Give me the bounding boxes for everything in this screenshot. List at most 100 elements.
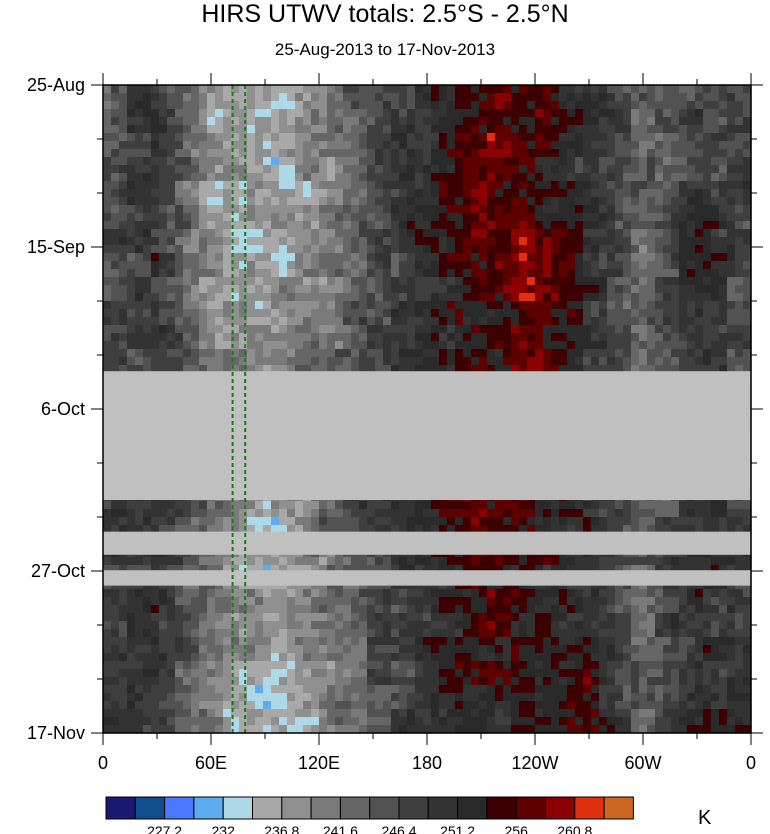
heatmap-cell <box>167 173 176 182</box>
heatmap-cell <box>263 517 272 526</box>
heatmap-cell <box>119 325 128 334</box>
heatmap-cell <box>527 365 536 374</box>
heatmap-cell <box>175 365 184 374</box>
heatmap-cell <box>663 189 672 198</box>
heatmap-cell <box>391 509 400 518</box>
heatmap-cell <box>519 501 528 510</box>
heatmap-cell <box>735 205 744 214</box>
heatmap-cell <box>391 245 400 254</box>
heatmap-cell <box>167 557 176 566</box>
heatmap-cell <box>263 349 272 358</box>
heatmap-cell <box>167 109 176 118</box>
heatmap-cell <box>543 149 552 158</box>
heatmap-cell <box>399 165 408 174</box>
heatmap-cell <box>295 317 304 326</box>
heatmap-cell <box>519 317 528 326</box>
heatmap-cell <box>271 157 280 166</box>
heatmap-cell <box>711 565 720 574</box>
heatmap-cell <box>735 501 744 510</box>
heatmap-cell <box>599 245 608 254</box>
heatmap-cell <box>199 253 208 262</box>
heatmap-cell <box>207 189 216 198</box>
heatmap-cell <box>439 253 448 262</box>
heatmap-cell <box>471 277 480 286</box>
heatmap-cell <box>743 101 752 110</box>
heatmap-cell <box>511 245 520 254</box>
heatmap-cell <box>511 197 520 206</box>
heatmap-cell <box>351 357 360 366</box>
heatmap-cell <box>671 285 680 294</box>
heatmap-cell <box>535 85 544 94</box>
heatmap-cell <box>407 557 416 566</box>
heatmap-cell <box>263 237 272 246</box>
heatmap-cell <box>159 309 168 318</box>
heatmap-cell <box>559 213 568 222</box>
heatmap-cell <box>159 173 168 182</box>
heatmap-cell <box>207 117 216 126</box>
heatmap-cell <box>415 317 424 326</box>
heatmap-cell <box>511 317 520 326</box>
heatmap-cell <box>191 333 200 342</box>
heatmap-cell <box>479 557 488 566</box>
heatmap-cell <box>359 253 368 262</box>
heatmap-cell <box>135 165 144 174</box>
heatmap-cell <box>551 85 560 94</box>
heatmap-cell <box>175 189 184 198</box>
chart-subtitle: 25-Aug-2013 to 17-Nov-2013 <box>274 40 496 59</box>
heatmap-cell <box>631 517 640 526</box>
heatmap-cell <box>591 229 600 238</box>
heatmap-cell <box>127 101 136 110</box>
heatmap-cell <box>255 165 264 174</box>
heatmap-cell <box>743 565 752 574</box>
heatmap-cell <box>607 85 616 94</box>
heatmap-cell <box>607 517 616 526</box>
heatmap-cell <box>399 221 408 230</box>
heatmap-cell <box>583 557 592 566</box>
heatmap-cell <box>151 341 160 350</box>
heatmap-cell <box>583 277 592 286</box>
heatmap-cell <box>551 205 560 214</box>
heatmap-cell <box>503 525 512 534</box>
heatmap-cell <box>239 277 248 286</box>
heatmap-cell <box>391 141 400 150</box>
heatmap-cell <box>511 509 520 518</box>
heatmap-cell <box>607 261 616 270</box>
heatmap-cell <box>583 293 592 302</box>
heatmap-cell <box>599 189 608 198</box>
heatmap-cell <box>311 317 320 326</box>
heatmap-cell <box>343 165 352 174</box>
heatmap-cell <box>551 341 560 350</box>
heatmap-cell <box>135 173 144 182</box>
heatmap-cell <box>407 509 416 518</box>
heatmap-cell <box>231 125 240 134</box>
heatmap-cell <box>263 277 272 286</box>
heatmap-cell <box>735 277 744 286</box>
heatmap-cell <box>199 189 208 198</box>
heatmap-cell <box>631 213 640 222</box>
heatmap-cell <box>631 85 640 94</box>
heatmap-cell <box>703 213 712 222</box>
heatmap-cell <box>311 189 320 198</box>
heatmap-cell <box>119 109 128 118</box>
heatmap-cell <box>535 125 544 134</box>
heatmap-cell <box>191 517 200 526</box>
heatmap-cell <box>255 525 264 534</box>
heatmap-cell <box>567 501 576 510</box>
heatmap-cell <box>431 117 440 126</box>
heatmap-cell <box>263 309 272 318</box>
heatmap-cell <box>519 149 528 158</box>
heatmap-cell <box>111 357 120 366</box>
heatmap-cell <box>279 525 288 534</box>
heatmap-cell <box>191 261 200 270</box>
heatmap-cell <box>303 309 312 318</box>
heatmap-cell <box>351 117 360 126</box>
heatmap-cell <box>111 149 120 158</box>
heatmap-cell <box>143 117 152 126</box>
heatmap-cell <box>103 85 112 94</box>
heatmap-cell <box>567 93 576 102</box>
heatmap-cell <box>519 277 528 286</box>
heatmap-cell <box>471 125 480 134</box>
heatmap-cell <box>599 125 608 134</box>
heatmap-cell <box>167 101 176 110</box>
heatmap-cell <box>143 357 152 366</box>
